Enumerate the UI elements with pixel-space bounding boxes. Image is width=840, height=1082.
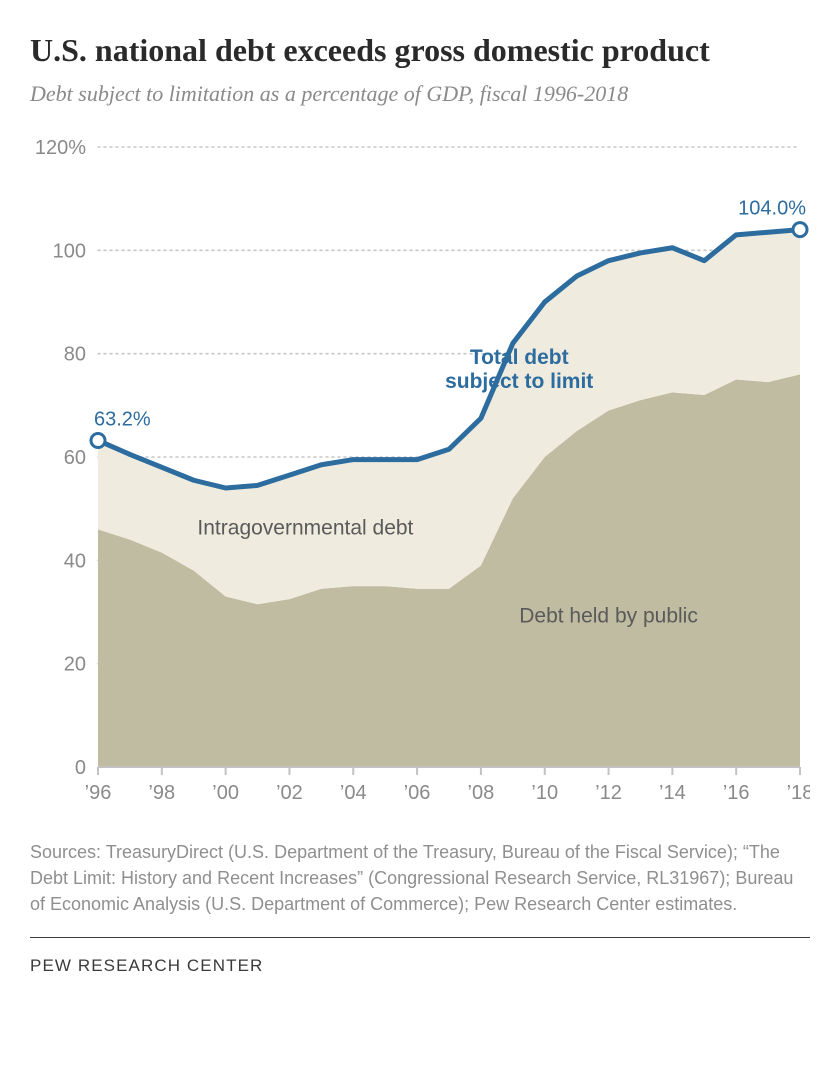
x-tick-label: ’96	[85, 782, 112, 804]
x-tick-label: ’04	[340, 782, 367, 804]
y-tick-label: 20	[64, 653, 86, 675]
area-label-public: Debt held by public	[519, 604, 698, 627]
x-tick-label: ’00	[212, 782, 239, 804]
series-label-total-l1: Total debt	[470, 346, 569, 369]
publisher-footer: PEW RESEARCH CENTER	[30, 956, 810, 976]
y-tick-label: 80	[64, 343, 86, 365]
marker-end	[793, 222, 807, 236]
y-tick-label: 40	[64, 550, 86, 572]
value-label-end: 104.0%	[738, 197, 806, 219]
x-tick-label: ’10	[531, 782, 558, 804]
x-tick-label: ’98	[148, 782, 175, 804]
chart-container: 0 20 40 60 80 100 120% ’96 ’98 ’00 ’02 ’04 ’06 ’08 ’10…	[30, 137, 810, 817]
x-tick-label: ’12	[595, 782, 622, 804]
y-tick-label: 120%	[35, 137, 86, 159]
value-label-start: 63.2%	[94, 408, 151, 430]
x-tick-label: ’06	[404, 782, 431, 804]
y-tick-label: 60	[64, 447, 86, 469]
y-tick-label: 0	[75, 757, 86, 779]
x-tick-label: ’18	[787, 782, 810, 804]
series-label-total-l2: subject to limit	[445, 370, 593, 393]
area-label-intragov: Intragovernmental debt	[197, 516, 413, 539]
x-tick-label: ’02	[276, 782, 303, 804]
marker-start	[91, 433, 105, 447]
y-tick-label: 100	[53, 240, 86, 262]
chart-title: U.S. national debt exceeds gross domesti…	[30, 30, 810, 70]
x-tick-label: ’16	[723, 782, 750, 804]
x-tick-label: ’08	[468, 782, 495, 804]
debt-area-chart: 0 20 40 60 80 100 120% ’96 ’98 ’00 ’02 ’04 ’06 ’08 ’10…	[30, 137, 810, 817]
x-tick-label: ’14	[659, 782, 686, 804]
chart-subtitle: Debt subject to limitation as a percenta…	[30, 80, 810, 109]
chart-sources: Sources: TreasuryDirect (U.S. Department…	[30, 839, 810, 938]
